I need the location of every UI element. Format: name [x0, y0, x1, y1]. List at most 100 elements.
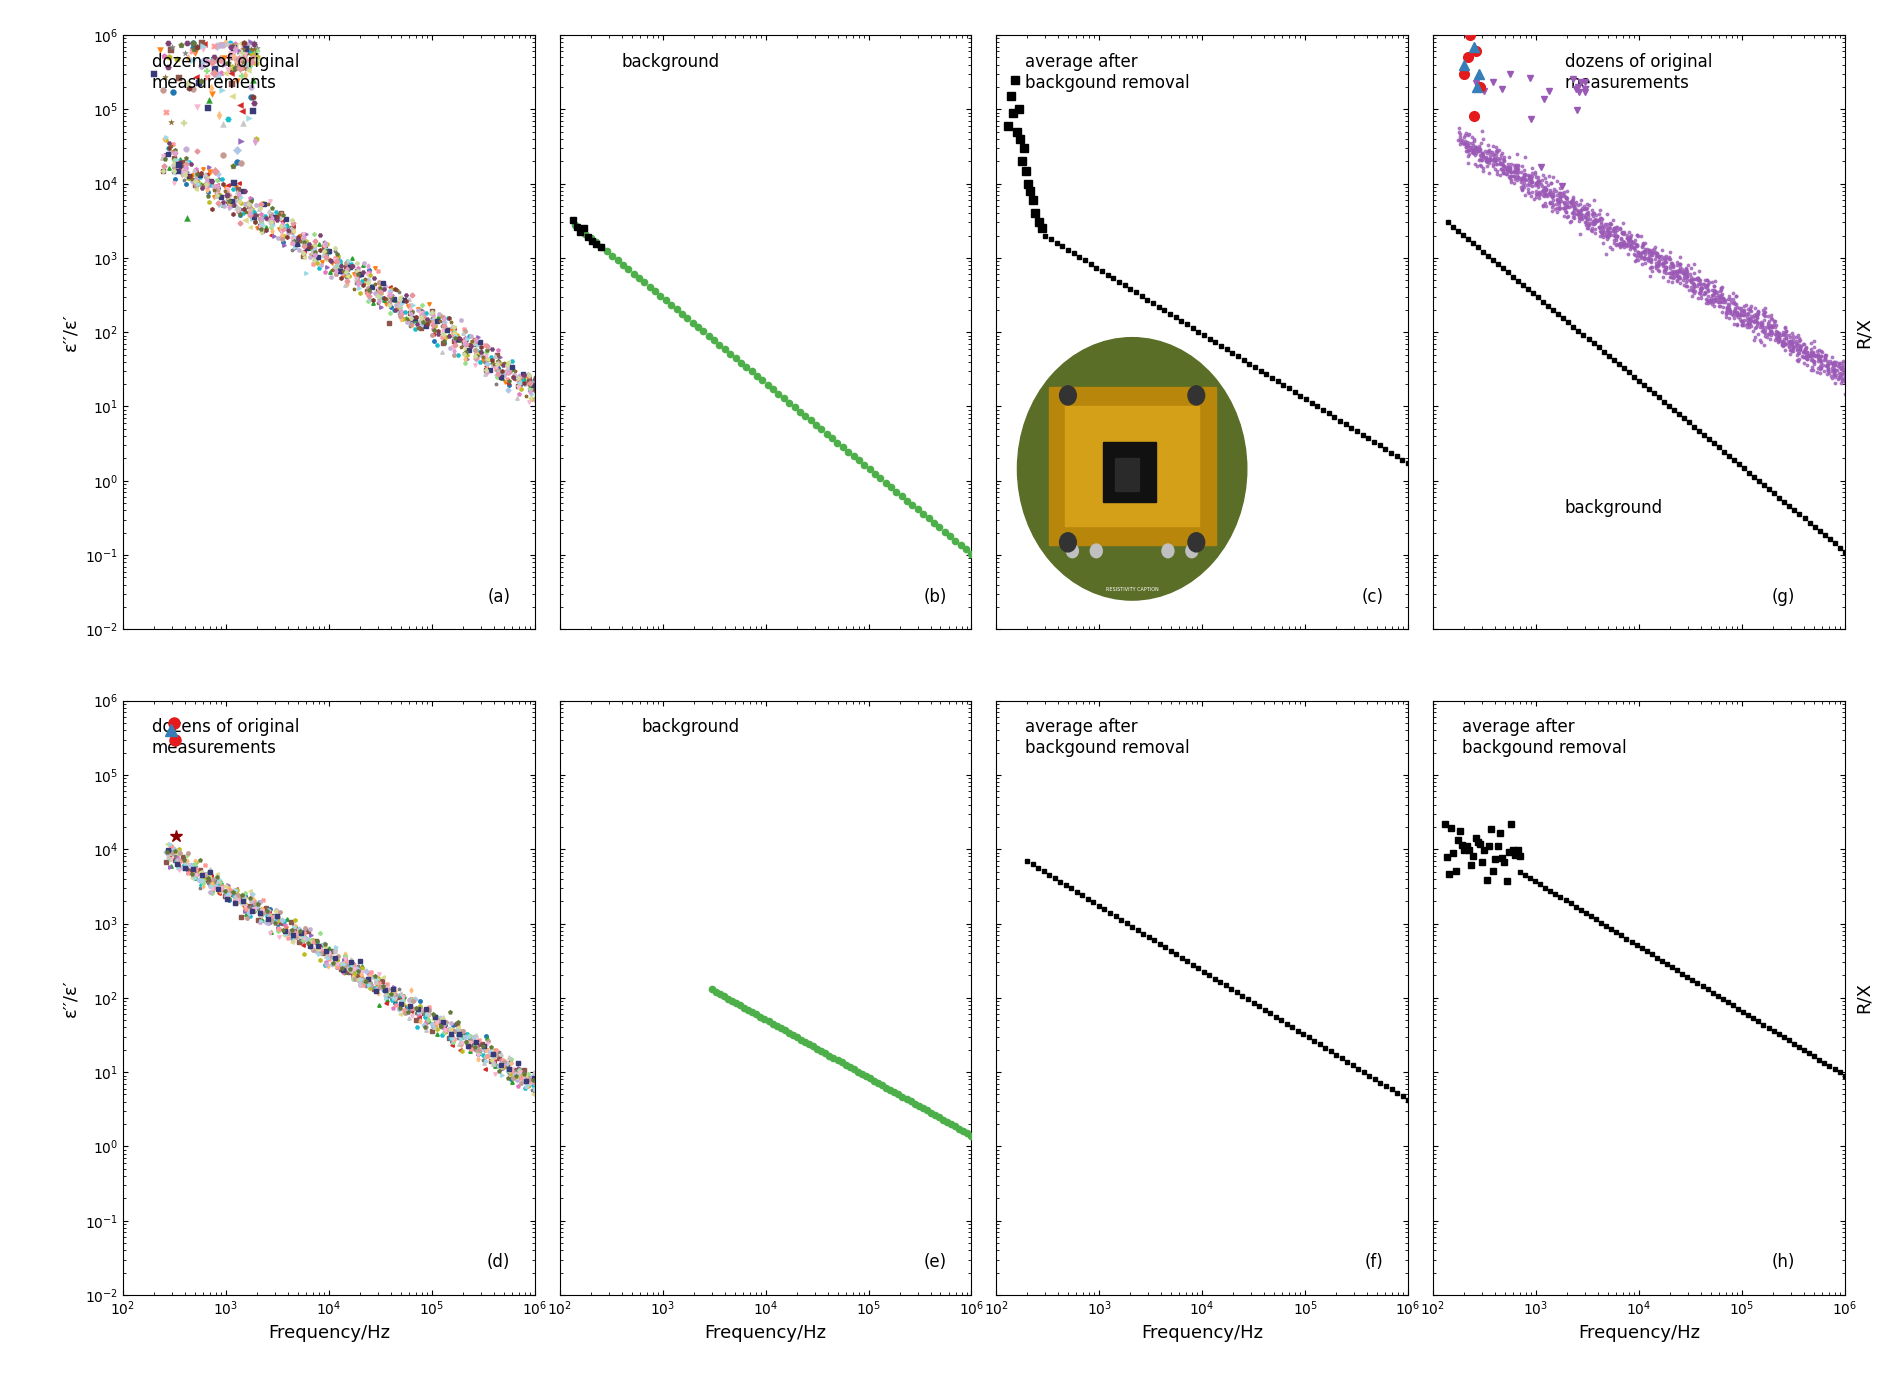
- Point: [235, 38, 265, 60]
- Text: average after
backgound removal: average after backgound removal: [1025, 718, 1190, 757]
- Point: [227, 48, 257, 70]
- Y-axis label: R/X: R/X: [1856, 983, 1873, 1014]
- Point: [238, 92, 269, 115]
- Text: (c): (c): [1362, 588, 1383, 606]
- Point: [178, 36, 208, 59]
- Y-axis label: ε′′/ε′: ε′′/ε′: [61, 314, 79, 351]
- Point: [221, 49, 252, 71]
- Text: (a): (a): [486, 588, 511, 606]
- Point: [240, 129, 271, 151]
- Point: [155, 111, 185, 133]
- Point: [240, 48, 271, 70]
- Point: [148, 80, 178, 102]
- Point: [191, 66, 221, 88]
- Point: [221, 70, 252, 92]
- Point: [174, 77, 204, 99]
- Point: [184, 71, 214, 94]
- Point: [218, 45, 248, 67]
- Point: [182, 95, 212, 118]
- Point: [225, 94, 255, 116]
- Point: [178, 32, 208, 55]
- Point: [161, 48, 191, 70]
- X-axis label: Frequency/Hz: Frequency/Hz: [1578, 1324, 1699, 1343]
- Text: (g): (g): [1773, 588, 1796, 606]
- Point: [229, 50, 259, 73]
- Point: [233, 49, 263, 71]
- Point: [168, 112, 199, 134]
- Point: [206, 34, 236, 56]
- Point: [202, 35, 233, 57]
- Point: [208, 52, 238, 74]
- Point: [202, 64, 233, 87]
- Point: [153, 31, 184, 53]
- Point: [218, 56, 248, 78]
- Point: [242, 36, 272, 59]
- Point: [151, 101, 182, 123]
- Point: [221, 196, 252, 218]
- Point: [140, 63, 170, 85]
- Point: [206, 62, 236, 84]
- Point: [218, 56, 248, 78]
- Text: average after
backgound removal: average after backgound removal: [1025, 53, 1190, 91]
- Point: [157, 35, 187, 57]
- Point: [231, 41, 261, 63]
- Point: [180, 42, 210, 64]
- Point: [157, 81, 187, 104]
- Text: dozens of original
measurements: dozens of original measurements: [1565, 53, 1712, 91]
- Point: [223, 52, 254, 74]
- Point: [204, 104, 235, 126]
- Point: [204, 48, 235, 70]
- Point: [182, 36, 212, 59]
- Point: [204, 34, 235, 56]
- Point: [238, 85, 269, 108]
- Point: [208, 34, 238, 56]
- Point: [229, 32, 259, 55]
- Point: [170, 137, 201, 160]
- X-axis label: Frequency/Hz: Frequency/Hz: [1141, 1324, 1264, 1343]
- Point: [242, 39, 272, 62]
- Point: [236, 76, 267, 98]
- Point: [199, 62, 229, 84]
- Point: [238, 38, 269, 60]
- Point: [240, 130, 271, 153]
- Point: [218, 35, 248, 57]
- Point: [197, 50, 227, 73]
- Point: [219, 56, 250, 78]
- Point: [216, 85, 246, 108]
- Point: [178, 39, 208, 62]
- Text: dozens of original
measurements: dozens of original measurements: [151, 718, 299, 757]
- Point: [189, 55, 219, 77]
- Point: [227, 38, 257, 60]
- Text: (d): (d): [486, 1253, 511, 1271]
- Point: [201, 160, 231, 182]
- Text: (e): (e): [923, 1253, 946, 1271]
- Point: [231, 50, 261, 73]
- Point: [155, 38, 185, 60]
- Point: [195, 88, 225, 111]
- Point: [195, 161, 225, 183]
- Point: [236, 49, 267, 71]
- Point: [229, 56, 259, 78]
- Point: [240, 41, 271, 63]
- Point: [236, 38, 267, 60]
- Point: [238, 32, 269, 55]
- Point: [219, 38, 250, 60]
- Point: [225, 153, 255, 175]
- Y-axis label: R/X: R/X: [1856, 316, 1873, 347]
- Point: [201, 48, 231, 70]
- Point: [172, 207, 202, 230]
- Point: [178, 38, 208, 60]
- Point: [206, 78, 236, 101]
- Point: [178, 78, 208, 101]
- Point: [221, 151, 252, 174]
- Point: [153, 46, 184, 69]
- Point: [238, 32, 269, 55]
- Point: [231, 38, 261, 60]
- Point: [223, 48, 254, 70]
- Point: [187, 32, 218, 55]
- Point: [178, 32, 208, 55]
- Point: [193, 59, 223, 81]
- Point: [212, 32, 242, 55]
- Point: [227, 42, 257, 64]
- Point: [214, 46, 244, 69]
